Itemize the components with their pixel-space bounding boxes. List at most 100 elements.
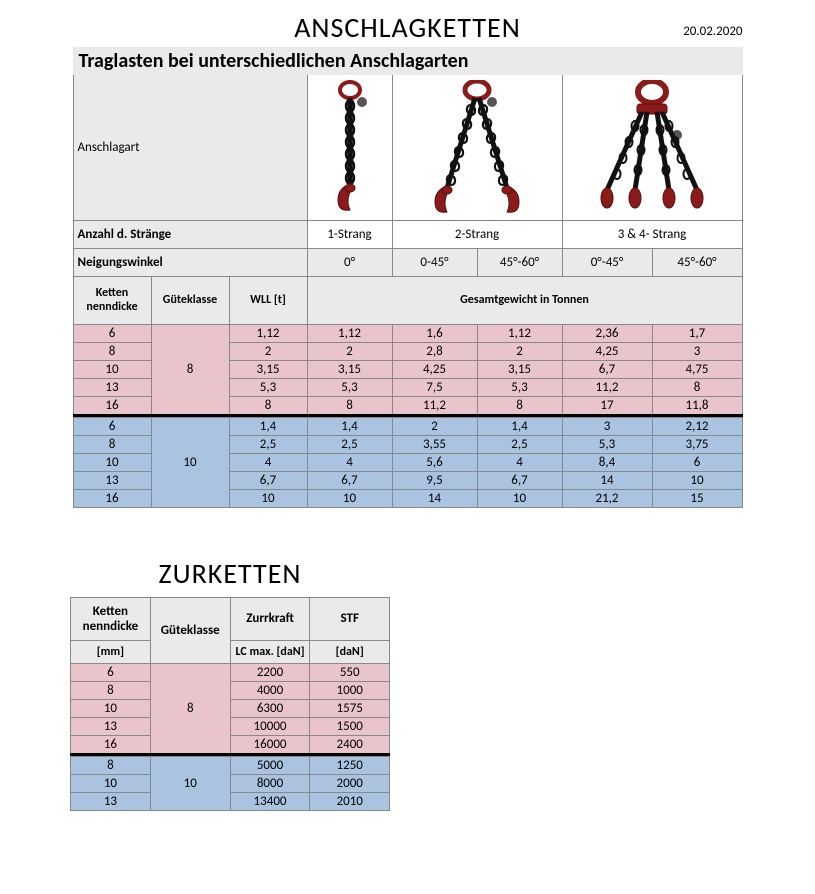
cell-s2b: 4 xyxy=(477,453,562,471)
cell-wll: 3,15 xyxy=(229,360,307,378)
cell-lc: 4000 xyxy=(230,681,310,699)
cell-s2a: 7,5 xyxy=(392,378,477,396)
cell-s1: 2 xyxy=(307,342,392,360)
cell-s3b: 1,7 xyxy=(652,324,742,342)
cell-s2a: 3,55 xyxy=(392,435,477,453)
t2-col-mm: [mm] xyxy=(71,640,151,663)
cell-s3b: 2,12 xyxy=(652,417,742,435)
cell-wll: 1,12 xyxy=(229,324,307,342)
cell-stf: 1250 xyxy=(310,756,390,774)
cell-s1: 6,7 xyxy=(307,471,392,489)
angle-label: Neigungswinkel xyxy=(73,248,307,276)
cell-s2b: 6,7 xyxy=(477,471,562,489)
cell-s2a: 1,6 xyxy=(392,324,477,342)
cell-s2a: 9,5 xyxy=(392,471,477,489)
cell-kd: 13 xyxy=(71,792,151,810)
cell-stf: 1500 xyxy=(310,717,390,735)
cell-s3a: 8,4 xyxy=(562,453,652,471)
anschlagketten-table: Anschlagart xyxy=(73,75,743,508)
cell-gk: 10 xyxy=(151,417,229,507)
cell-s2a: 11,2 xyxy=(392,396,477,415)
cell-wll: 5,3 xyxy=(229,378,307,396)
cell-s2b: 1,4 xyxy=(477,417,562,435)
cell-s1: 3,15 xyxy=(307,360,392,378)
cell-s2b: 3,15 xyxy=(477,360,562,378)
cell-stf: 1000 xyxy=(310,681,390,699)
cell-kd: 16 xyxy=(71,735,151,754)
strand-34: 3 & 4- Strang xyxy=(562,220,742,248)
cell-s3a: 5,3 xyxy=(562,435,652,453)
cell-stf: 1575 xyxy=(310,699,390,717)
table-row: 81050001250 xyxy=(71,756,390,774)
cell-s3a: 6,7 xyxy=(562,360,652,378)
zurketten-title: ZURKETTEN xyxy=(70,556,390,591)
cell-wll: 1,4 xyxy=(229,417,307,435)
cell-s1: 4 xyxy=(307,453,392,471)
cell-s3b: 4,75 xyxy=(652,360,742,378)
strand-count-label: Anzahl d. Stränge xyxy=(73,220,307,248)
cell-stf: 2010 xyxy=(310,792,390,810)
cell-s2a: 2 xyxy=(392,417,477,435)
cell-stf: 2000 xyxy=(310,774,390,792)
angle-4560b: 45°-60° xyxy=(652,248,742,276)
table-row: 682200550 xyxy=(71,663,390,681)
cell-s1: 1,12 xyxy=(307,324,392,342)
cell-s2b: 5,3 xyxy=(477,378,562,396)
table-row: 6101,41,421,432,12 xyxy=(73,417,742,435)
cell-s3a: 4,25 xyxy=(562,342,652,360)
cell-wll: 8 xyxy=(229,396,307,415)
cell-s3a: 17 xyxy=(562,396,652,415)
table-row: 1080002000 xyxy=(71,774,390,792)
cell-s2b: 10 xyxy=(477,489,562,507)
cell-s3b: 6 xyxy=(652,453,742,471)
cell-lc: 13400 xyxy=(230,792,310,810)
col-gk: Güteklasse xyxy=(151,276,229,324)
cell-kd: 16 xyxy=(73,396,151,415)
subtitle-bar: Traglasten bei unterschiedlichen Anschla… xyxy=(73,47,743,75)
chain-2-strand-icon xyxy=(392,75,562,220)
table-row: 13 134002010 xyxy=(71,792,390,810)
cell-s3b: 10 xyxy=(652,471,742,489)
cell-s2b: 1,12 xyxy=(477,324,562,342)
cell-kd: 8 xyxy=(71,681,151,699)
cell-kd: 8 xyxy=(73,435,151,453)
cell-wll: 10 xyxy=(229,489,307,507)
table-row: 10 63001575 xyxy=(71,699,390,717)
cell-lc: 5000 xyxy=(230,756,310,774)
t2-col-dan: [daN] xyxy=(310,640,390,663)
cell-wll: 2 xyxy=(229,342,307,360)
cell-wll: 6,7 xyxy=(229,471,307,489)
cell-kd: 6 xyxy=(73,324,151,342)
cell-kd: 6 xyxy=(71,663,151,681)
chain-1-strand-icon xyxy=(307,75,392,220)
cell-s3b: 15 xyxy=(652,489,742,507)
document-date: 20.02.2020 xyxy=(683,24,742,39)
cell-kd: 13 xyxy=(71,717,151,735)
cell-s1: 1,4 xyxy=(307,417,392,435)
t2-col-zurr: Zurrkraft xyxy=(230,597,310,640)
cell-lc: 6300 xyxy=(230,699,310,717)
cell-s2a: 4,25 xyxy=(392,360,477,378)
page-title: ANSCHLAGKETTEN xyxy=(73,10,743,45)
cell-kd: 8 xyxy=(73,342,151,360)
cell-s2b: 2,5 xyxy=(477,435,562,453)
cell-kd: 10 xyxy=(71,699,151,717)
cell-lc: 16000 xyxy=(230,735,310,754)
cell-s3a: 2,36 xyxy=(562,324,652,342)
strand-1: 1-Strang xyxy=(307,220,392,248)
cell-stf: 2400 xyxy=(310,735,390,754)
table-row: 16 160002400 xyxy=(71,735,390,754)
cell-wll: 2,5 xyxy=(229,435,307,453)
cell-s3b: 3 xyxy=(652,342,742,360)
cell-kd: 8 xyxy=(71,756,151,774)
cell-s3a: 21,2 xyxy=(562,489,652,507)
cell-s3a: 14 xyxy=(562,471,652,489)
cell-s1: 8 xyxy=(307,396,392,415)
zurketten-table: Ketten nenndicke Güteklasse Zurrkraft ST… xyxy=(70,597,390,811)
cell-s3a: 11,2 xyxy=(562,378,652,396)
t2-col-gk: Güteklasse xyxy=(150,597,230,663)
cell-kd: 13 xyxy=(73,471,151,489)
cell-stf: 550 xyxy=(310,663,390,681)
table-row: 681,121,121,61,122,361,7 xyxy=(73,324,742,342)
cell-s1: 2,5 xyxy=(307,435,392,453)
